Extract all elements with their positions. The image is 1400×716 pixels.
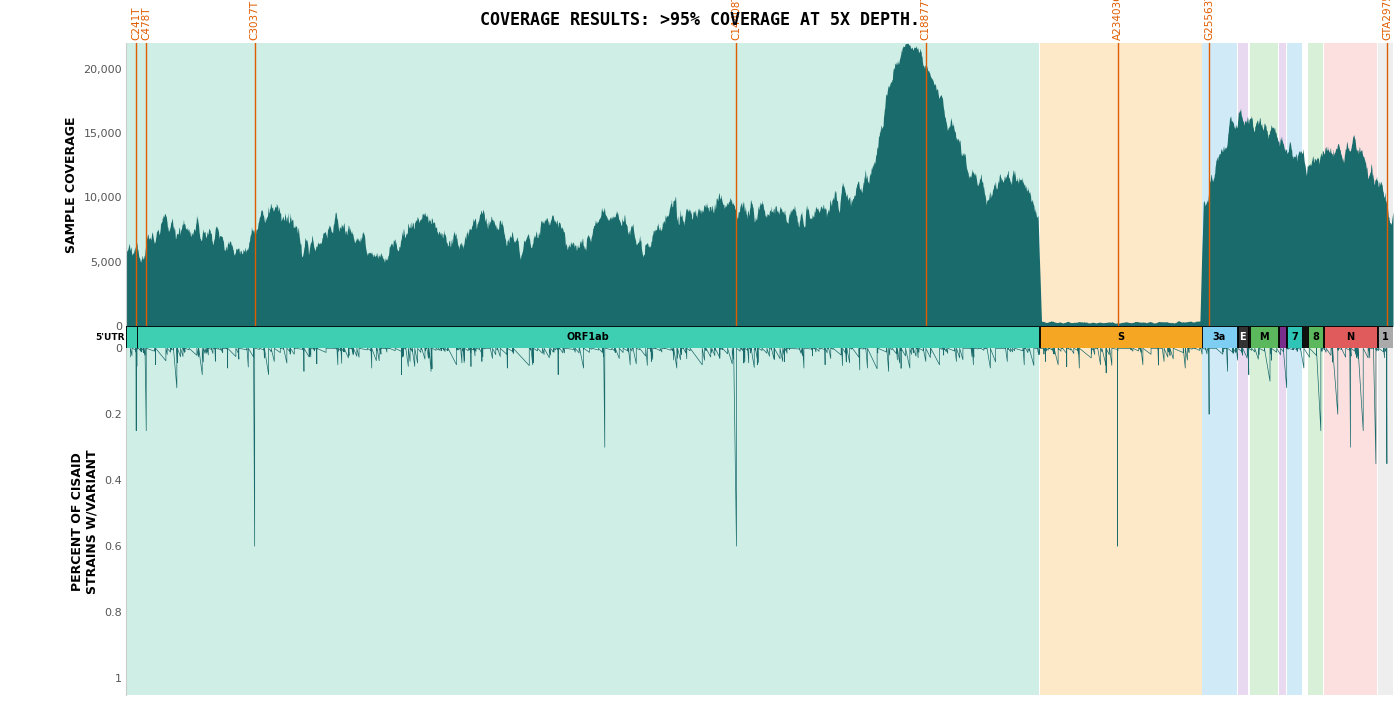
Bar xyxy=(1040,326,1201,348)
Text: S: S xyxy=(1117,332,1124,342)
Bar xyxy=(1238,326,1247,348)
Bar xyxy=(1287,348,1302,695)
Bar xyxy=(1324,326,1378,348)
Y-axis label: SAMPLE COVERAGE: SAMPLE COVERAGE xyxy=(64,117,77,253)
Bar xyxy=(126,326,137,348)
Bar xyxy=(1040,43,1201,326)
Text: C478T: C478T xyxy=(141,6,151,40)
Text: A23403G: A23403G xyxy=(1113,0,1123,40)
Bar xyxy=(1250,348,1278,695)
Text: G25563T: G25563T xyxy=(1204,0,1214,40)
Bar xyxy=(137,326,1039,348)
Bar xyxy=(1278,326,1287,348)
Bar xyxy=(1324,43,1378,326)
Bar xyxy=(1379,43,1393,326)
Bar xyxy=(1203,43,1238,326)
Text: COVERAGE RESULTS: >95% COVERAGE AT 5X DEPTH.: COVERAGE RESULTS: >95% COVERAGE AT 5X DE… xyxy=(480,11,920,29)
Bar xyxy=(126,43,1039,326)
Text: C241T: C241T xyxy=(132,6,141,40)
Bar xyxy=(1308,326,1323,348)
Bar xyxy=(1287,326,1302,348)
Bar xyxy=(126,348,1039,695)
Bar xyxy=(1238,43,1247,326)
Bar xyxy=(1238,348,1247,695)
Text: 5'UTR: 5'UTR xyxy=(95,333,125,342)
Text: C18877T: C18877T xyxy=(921,0,931,40)
Bar xyxy=(1203,326,1238,348)
Y-axis label: PERCENT OF CISAID
STRAINS W/VARIANT: PERCENT OF CISAID STRAINS W/VARIANT xyxy=(70,449,98,594)
Text: E: E xyxy=(1239,332,1246,342)
Text: C3037T: C3037T xyxy=(249,0,259,40)
Bar xyxy=(1379,326,1393,348)
Text: GTA29759: GTA29759 xyxy=(1382,0,1392,40)
Bar xyxy=(1308,348,1323,695)
Text: M: M xyxy=(1259,332,1268,342)
Bar xyxy=(1203,348,1238,695)
Bar xyxy=(1278,348,1287,695)
Bar xyxy=(1324,348,1378,695)
Text: C14408T: C14408T xyxy=(731,0,742,40)
Text: ORF1ab: ORF1ab xyxy=(567,332,609,342)
Text: N: N xyxy=(1347,332,1355,342)
Text: 8: 8 xyxy=(1312,332,1319,342)
Text: 1: 1 xyxy=(1382,332,1389,342)
Text: 7: 7 xyxy=(1291,332,1298,342)
Bar xyxy=(1287,43,1302,326)
Bar xyxy=(1250,326,1278,348)
Bar xyxy=(1379,348,1393,695)
Bar xyxy=(1278,43,1287,326)
Text: 3a: 3a xyxy=(1212,332,1226,342)
Bar xyxy=(1250,43,1278,326)
Bar xyxy=(1308,43,1323,326)
Bar xyxy=(1040,348,1201,695)
